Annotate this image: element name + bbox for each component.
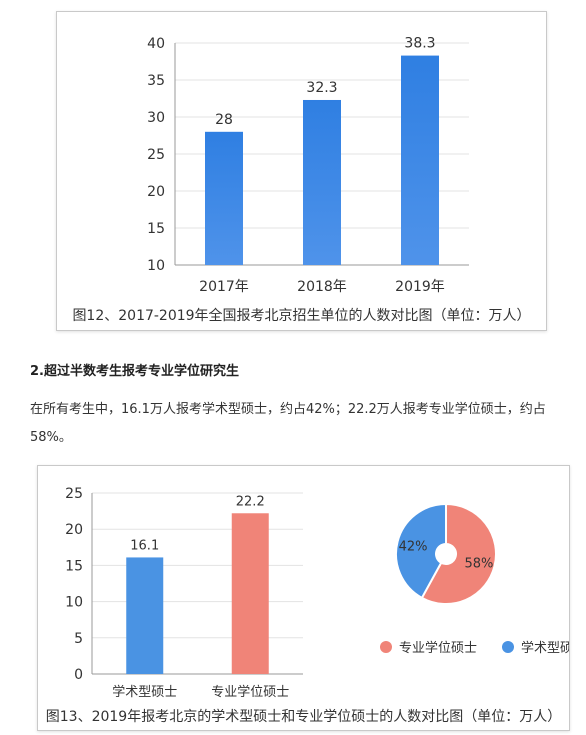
bar-chart-degree-type: 0 5 10 15 20 25 16.1 学术型硕士 22.2 专业学位硕士 <box>65 486 303 700</box>
y-tick-label: 5 <box>74 631 83 647</box>
x-tick-label: 2019年 <box>395 279 445 295</box>
chart-card-applicants-by-year: 10 15 20 25 30 35 40 28 2017年 32.3 2018年 38.3 2019年 … <box>56 11 547 331</box>
y-tick-label: 10 <box>65 595 83 611</box>
pie-chart-degree-type: 58% 42% 专业学位硕士 学术型硕士 <box>380 502 569 656</box>
bar-2 <box>303 99 341 265</box>
section-title: 2.超过半数考生报考专业学位研究生 <box>30 364 239 379</box>
pie-label: 42% <box>399 540 428 555</box>
chart-caption-fig12: 图12、2017-2019年全国报考北京招生单位的人数对比图（单位：万人） <box>72 308 531 324</box>
y-tick-label: 20 <box>147 184 165 200</box>
data-label: 38.3 <box>404 36 435 52</box>
x-tick-label: 2018年 <box>297 279 347 295</box>
y-tick-label: 20 <box>65 522 83 538</box>
data-label: 32.3 <box>306 80 337 96</box>
x-tick-label: 专业学位硕士 <box>211 684 289 700</box>
x-tick-label: 学术型硕士 <box>112 684 177 700</box>
y-tick-label: 25 <box>65 486 83 502</box>
pie-slice-2 <box>395 502 447 600</box>
y-tick-label: 10 <box>147 258 165 274</box>
chart-card-degree-type: 0 5 10 15 20 25 16.1 学术型硕士 22.2 专业学位硕士 58% 42% 专业学位… <box>37 465 570 731</box>
x-tick-label: 2017年 <box>199 279 249 295</box>
legend-marker <box>380 641 392 653</box>
y-tick-label: 40 <box>147 36 165 52</box>
bar-chart-applicants-by-year: 10 15 20 25 30 35 40 28 2017年 32.3 2018年 38.3 2019年 <box>147 36 469 295</box>
bar-2 <box>231 513 269 674</box>
section-paragraph: 在所有考生中，16.1万人报考学术型硕士，约占42%；22.2万人报考专业学位硕… <box>30 402 546 445</box>
legend-label: 学术型硕士 <box>521 640 569 656</box>
pie-label: 58% <box>464 556 493 571</box>
data-label: 28 <box>215 112 233 128</box>
y-tick-label: 15 <box>65 558 83 574</box>
y-tick-label: 35 <box>147 73 165 89</box>
y-tick-label: 25 <box>147 147 165 163</box>
legend-marker <box>502 641 514 653</box>
legend-label: 专业学位硕士 <box>399 640 477 656</box>
y-tick-label: 0 <box>74 667 83 683</box>
bar-3 <box>401 55 439 265</box>
data-label: 16.1 <box>130 538 159 553</box>
y-tick-label: 30 <box>147 110 165 126</box>
y-tick-label: 15 <box>147 221 165 237</box>
bar-1 <box>205 131 243 265</box>
chart-caption-fig13: 图13、2019年报考北京的学术型硕士和专业学位硕士的人数对比图（单位：万人） <box>45 709 562 725</box>
bar-1 <box>126 557 164 674</box>
data-label: 22.2 <box>236 494 265 509</box>
pie-slice-1 <box>420 502 497 605</box>
